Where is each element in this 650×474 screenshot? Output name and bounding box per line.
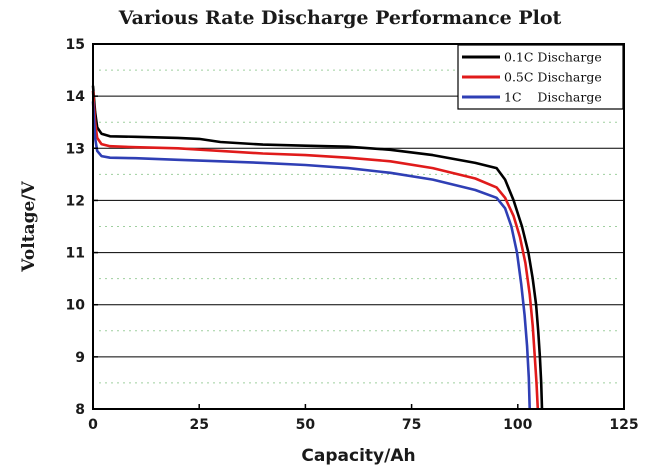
x-tick-label: 50 bbox=[296, 417, 316, 433]
x-tick-label: 25 bbox=[189, 417, 208, 433]
y-tick-label: 14 bbox=[66, 89, 86, 105]
plot-frame bbox=[92, 43, 625, 410]
series-layer bbox=[91, 85, 544, 410]
y-tick-label: 12 bbox=[66, 193, 85, 209]
legend: 0.1C Discharge 0.5C Discharge 1C Dischar… bbox=[457, 44, 624, 110]
y-tick-label: 13 bbox=[66, 141, 85, 157]
series-line-2 bbox=[91, 101, 531, 410]
legend-label-1c: 1C Discharge bbox=[504, 90, 602, 105]
x-tick-label: 125 bbox=[609, 417, 638, 433]
y-tick-label: 11 bbox=[66, 246, 85, 262]
y-tick-label: 8 bbox=[75, 402, 85, 418]
x-axis-label: Capacity/Ah bbox=[301, 446, 415, 466]
legend-label-0-5c: 0.5C Discharge bbox=[504, 70, 602, 85]
legend-label-0-1c: 0.1C Discharge bbox=[504, 50, 602, 65]
y-tick-label: 15 bbox=[66, 37, 85, 53]
x-tick-label: 75 bbox=[402, 417, 421, 433]
y-tick-label: 10 bbox=[66, 298, 86, 314]
y-axis-label: Voltage/V bbox=[19, 180, 39, 272]
x-tick-label: 100 bbox=[503, 417, 532, 433]
y-tick-label: 9 bbox=[75, 350, 85, 366]
series-line-0 bbox=[91, 85, 544, 410]
x-tick-label: 0 bbox=[88, 417, 98, 433]
chart-title: Various Rate Discharge Performance Plot bbox=[118, 7, 562, 29]
grid bbox=[93, 69, 624, 384]
axis-ticks: 0 25 50 75 100 125 8 9 10 11 12 13 14 15 bbox=[66, 37, 639, 433]
series-line-1 bbox=[91, 90, 540, 410]
